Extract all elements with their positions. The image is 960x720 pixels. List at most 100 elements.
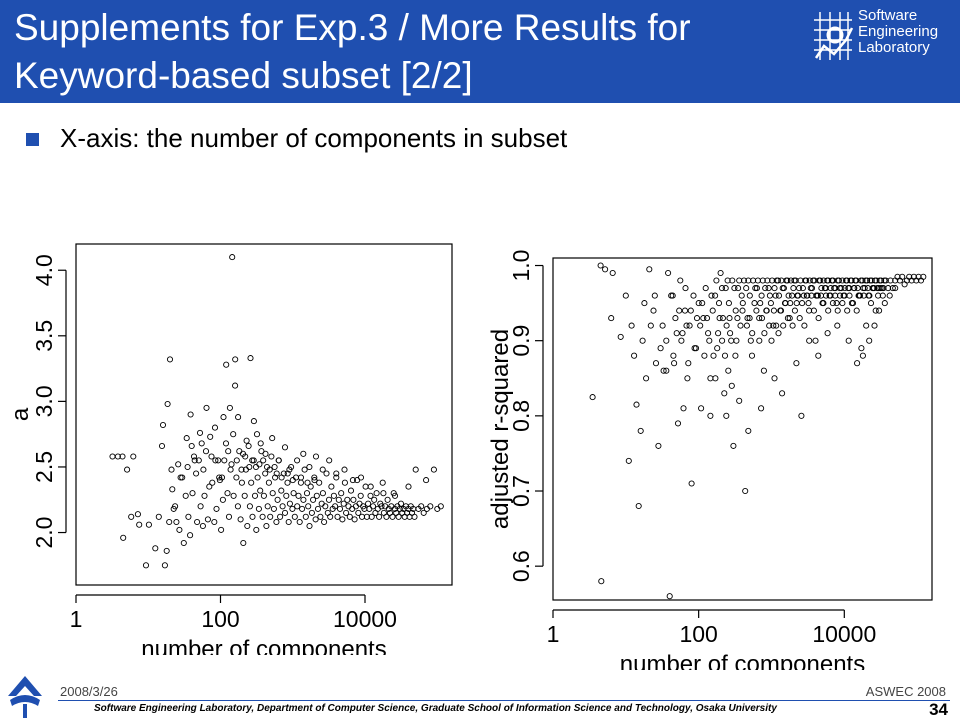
data-point bbox=[780, 322, 787, 329]
data-point bbox=[245, 442, 252, 450]
data-point bbox=[179, 474, 186, 481]
data-point bbox=[269, 490, 276, 497]
data-point bbox=[687, 307, 694, 314]
data-point bbox=[768, 337, 775, 344]
data-point bbox=[766, 322, 773, 329]
x-tick-label: 100 bbox=[679, 621, 717, 647]
data-point bbox=[751, 300, 758, 307]
data-point bbox=[271, 463, 278, 471]
data-point bbox=[832, 285, 839, 292]
plot-frame bbox=[552, 257, 933, 601]
data-point bbox=[304, 479, 311, 486]
data-point bbox=[703, 315, 711, 322]
data-point bbox=[281, 509, 289, 516]
data-point bbox=[134, 511, 141, 518]
data-point bbox=[281, 444, 289, 451]
data-point bbox=[643, 375, 650, 382]
data-point bbox=[877, 285, 884, 292]
data-point bbox=[275, 457, 282, 464]
data-point bbox=[382, 503, 389, 510]
data-point bbox=[249, 457, 256, 464]
lab-name: Software Engineering Laboratory bbox=[858, 8, 938, 56]
data-point bbox=[418, 503, 425, 510]
data-point bbox=[306, 522, 313, 530]
data-point bbox=[243, 437, 250, 444]
bullet-square-icon bbox=[26, 133, 39, 146]
data-point bbox=[848, 300, 855, 307]
data-point bbox=[423, 477, 430, 484]
data-point bbox=[326, 457, 333, 464]
data-point bbox=[637, 427, 644, 434]
data-point bbox=[707, 375, 714, 382]
data-point bbox=[221, 457, 228, 464]
data-point bbox=[810, 307, 817, 314]
data-point bbox=[295, 492, 302, 499]
data-point bbox=[269, 435, 276, 442]
data-point bbox=[793, 360, 800, 367]
data-point bbox=[725, 300, 732, 307]
data-point bbox=[796, 315, 803, 322]
data-point bbox=[646, 266, 653, 273]
data-point bbox=[325, 496, 333, 503]
data-point bbox=[234, 503, 241, 510]
data-point bbox=[709, 307, 716, 314]
data-point bbox=[330, 492, 337, 499]
data-point bbox=[870, 285, 877, 292]
data-point bbox=[357, 492, 364, 499]
data-point bbox=[732, 307, 739, 314]
data-point bbox=[839, 300, 846, 307]
data-point bbox=[747, 337, 754, 344]
data-point bbox=[362, 483, 369, 490]
data-point bbox=[816, 277, 823, 284]
data-point bbox=[780, 285, 787, 292]
data-point bbox=[344, 496, 351, 503]
data-point bbox=[881, 277, 888, 284]
data-point bbox=[145, 521, 152, 528]
x-tick-label: 10000 bbox=[812, 621, 876, 647]
data-point bbox=[690, 292, 697, 299]
data-point bbox=[296, 518, 303, 526]
data-point bbox=[346, 513, 353, 520]
data-point bbox=[235, 414, 242, 421]
data-point bbox=[283, 492, 290, 499]
data-point bbox=[735, 285, 742, 292]
data-point bbox=[717, 269, 724, 277]
data-point bbox=[379, 479, 386, 486]
data-point bbox=[739, 307, 746, 314]
data-point bbox=[736, 397, 743, 404]
data-point bbox=[920, 273, 927, 280]
data-point bbox=[334, 513, 341, 520]
data-point bbox=[130, 453, 137, 460]
data-point bbox=[773, 277, 780, 284]
data-point bbox=[633, 401, 640, 408]
data-point bbox=[887, 277, 894, 284]
circuit-grid-icon bbox=[814, 12, 854, 60]
data-point bbox=[721, 390, 728, 397]
data-point bbox=[713, 277, 720, 284]
data-point bbox=[257, 487, 264, 494]
y-tick-label: 3.0 bbox=[31, 385, 57, 417]
data-point bbox=[173, 518, 180, 526]
data-point bbox=[743, 322, 750, 329]
data-point bbox=[829, 300, 836, 307]
data-point bbox=[290, 490, 297, 497]
data-point bbox=[259, 513, 266, 520]
data-point bbox=[758, 315, 766, 322]
data-point bbox=[858, 345, 865, 352]
data-point bbox=[684, 375, 691, 382]
data-point bbox=[253, 526, 260, 533]
data-point bbox=[198, 440, 205, 447]
data-point bbox=[787, 300, 794, 307]
data-point bbox=[161, 562, 168, 569]
data-point bbox=[693, 315, 701, 322]
data-point bbox=[384, 496, 391, 503]
footer-divider bbox=[58, 700, 950, 701]
data-point bbox=[262, 470, 269, 477]
data-point bbox=[289, 477, 296, 484]
data-point bbox=[158, 442, 166, 450]
data-point bbox=[659, 322, 666, 329]
data-point bbox=[707, 412, 714, 419]
data-point bbox=[665, 269, 672, 277]
data-point bbox=[608, 315, 615, 322]
data-point bbox=[833, 300, 840, 307]
